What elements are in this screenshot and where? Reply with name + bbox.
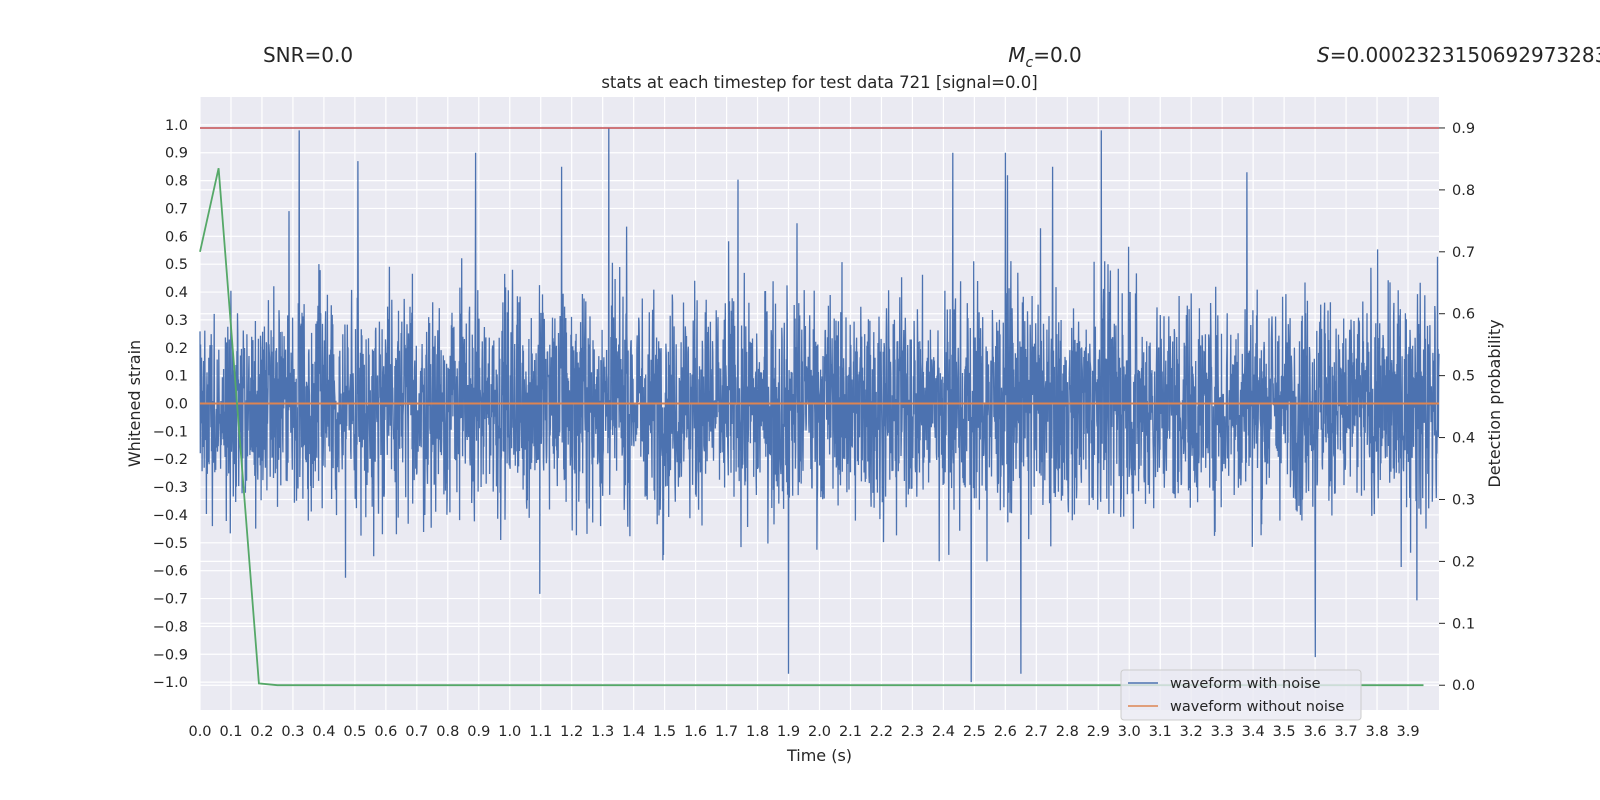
y-tick-label: 0.9 xyxy=(165,146,188,162)
series-detection-probability xyxy=(199,168,1424,687)
x-tick-label: 2.3 xyxy=(901,724,924,740)
mc-symbol: M xyxy=(1008,43,1025,67)
legend-box xyxy=(1120,669,1362,721)
s-symbol: S xyxy=(1317,43,1330,67)
chirp-mass-heading: Mc=0.0 xyxy=(1008,43,1082,71)
x-tick-label: 3.6 xyxy=(1304,724,1327,740)
y-tick-label: 0.1 xyxy=(165,369,188,385)
y2-axis-label: Detection probability xyxy=(1485,319,1504,487)
x-tick-label: 0.4 xyxy=(312,724,335,740)
y-tick-label: 0.0 xyxy=(165,397,188,413)
y-tick-label: −0.4 xyxy=(153,508,188,524)
x-tick-label: 3.7 xyxy=(1335,724,1358,740)
y-tick-label: −0.7 xyxy=(153,592,188,608)
s-value: =0.0002323150692973283 xyxy=(1330,43,1600,67)
y2-tick-label: 0.8 xyxy=(1452,183,1475,199)
x-tick-label: 1.2 xyxy=(560,724,583,740)
y-tick-label: −0.1 xyxy=(153,424,188,440)
x-tick-label: 3.0 xyxy=(1118,724,1141,740)
x-tick-label: 1.1 xyxy=(529,724,552,740)
x-tick-label: 3.1 xyxy=(1149,724,1172,740)
y-tick-label: 0.5 xyxy=(165,257,188,273)
x-tick-label: 1.5 xyxy=(653,724,676,740)
y2-tick-label: 0.1 xyxy=(1452,616,1475,632)
mc-subscript: c xyxy=(1025,55,1033,71)
y-tick-label: 0.8 xyxy=(165,174,188,190)
y2-tick-label: 0.0 xyxy=(1452,678,1475,694)
x-tick-label: 2.2 xyxy=(870,724,893,740)
legend-label-noise: waveform with noise xyxy=(1170,676,1321,692)
x-tick-label: 3.3 xyxy=(1211,724,1234,740)
y-tick-label: 0.4 xyxy=(165,285,188,301)
y2-tick-label: 0.3 xyxy=(1452,492,1475,508)
x-tick-label: 3.8 xyxy=(1366,724,1389,740)
y-tick-label: −0.8 xyxy=(153,619,188,635)
y-tick-label: −0.9 xyxy=(153,647,188,663)
y-tick-label: −0.2 xyxy=(153,452,188,468)
legend: waveform with noise waveform without noi… xyxy=(1120,669,1362,721)
x-tick-label: 2.4 xyxy=(932,724,955,740)
x-tick-label: 2.6 xyxy=(994,724,1017,740)
y-axis-label: Whitened strain xyxy=(125,340,144,467)
ticks: 0.0 0.1 0.2 0.3 0.4 0.5 0.6 0.7 0.8 0.9 1.0 1.1 1.2 1… xyxy=(153,118,1475,740)
x-tick-label: 2.5 xyxy=(963,724,986,740)
y-tick-label: 0.7 xyxy=(165,201,188,217)
x-tick-label: 3.2 xyxy=(1180,724,1203,740)
x-tick-label: 3.9 xyxy=(1396,724,1419,740)
y2-tick-label: 0.7 xyxy=(1452,245,1475,261)
x-tick-label: 1.0 xyxy=(498,724,521,740)
legend-label-clean: waveform without noise xyxy=(1170,699,1344,715)
y-tick-label: −0.3 xyxy=(153,480,188,496)
x-tick-label: 1.9 xyxy=(777,724,800,740)
y2-tick-label: 0.5 xyxy=(1452,369,1475,385)
y-tick-label: 0.6 xyxy=(165,229,188,245)
chart-title: stats at each timestep for test data 721… xyxy=(601,73,1037,92)
y2-tick-label: 0.9 xyxy=(1452,121,1475,137)
x-tick-label: 1.8 xyxy=(746,724,769,740)
x-axis-label: Time (s) xyxy=(786,746,852,765)
x-tick-label: 0.0 xyxy=(188,724,211,740)
series-waveform-with-noise xyxy=(199,127,1440,683)
x-tick-label: 3.4 xyxy=(1242,724,1265,740)
mc-value: =0.0 xyxy=(1033,43,1082,67)
y2-tick-label: 0.6 xyxy=(1452,307,1475,323)
x-tick-label: 2.7 xyxy=(1025,724,1048,740)
y-tick-label: 0.2 xyxy=(165,341,188,357)
snr-heading: SNR=0.0 xyxy=(263,43,353,67)
x-tick-label: 1.7 xyxy=(715,724,738,740)
statistic-heading: S=0.0002323150692973283 xyxy=(1317,43,1600,67)
x-tick-label: 0.5 xyxy=(343,724,366,740)
x-tick-label: 0.9 xyxy=(467,724,490,740)
x-tick-label: 3.5 xyxy=(1273,724,1296,740)
y2-tick-label: 0.2 xyxy=(1452,554,1475,570)
x-tick-label: 1.6 xyxy=(684,724,707,740)
y-tick-label: −1.0 xyxy=(153,675,188,691)
x-tick-label: 0.1 xyxy=(219,724,242,740)
x-tick-label: 0.7 xyxy=(405,724,428,740)
x-tick-label: 2.0 xyxy=(808,724,831,740)
series xyxy=(199,127,1440,687)
x-tick-label: 2.1 xyxy=(839,724,862,740)
y-tick-label: 0.3 xyxy=(165,313,188,329)
x-tick-label: 0.6 xyxy=(374,724,397,740)
x-tick-label: 1.4 xyxy=(622,724,645,740)
x-tick-label: 2.8 xyxy=(1056,724,1079,740)
x-tick-label: 0.2 xyxy=(250,724,273,740)
y-tick-label: −0.6 xyxy=(153,564,188,580)
x-tick-label: 2.9 xyxy=(1087,724,1110,740)
y2-tick-label: 0.4 xyxy=(1452,431,1475,447)
x-tick-label: 1.3 xyxy=(591,724,614,740)
y-tick-label: −0.5 xyxy=(153,536,188,552)
y-tick-label: 1.0 xyxy=(165,118,188,134)
x-tick-label: 0.3 xyxy=(281,724,304,740)
x-tick-label: 0.8 xyxy=(436,724,459,740)
